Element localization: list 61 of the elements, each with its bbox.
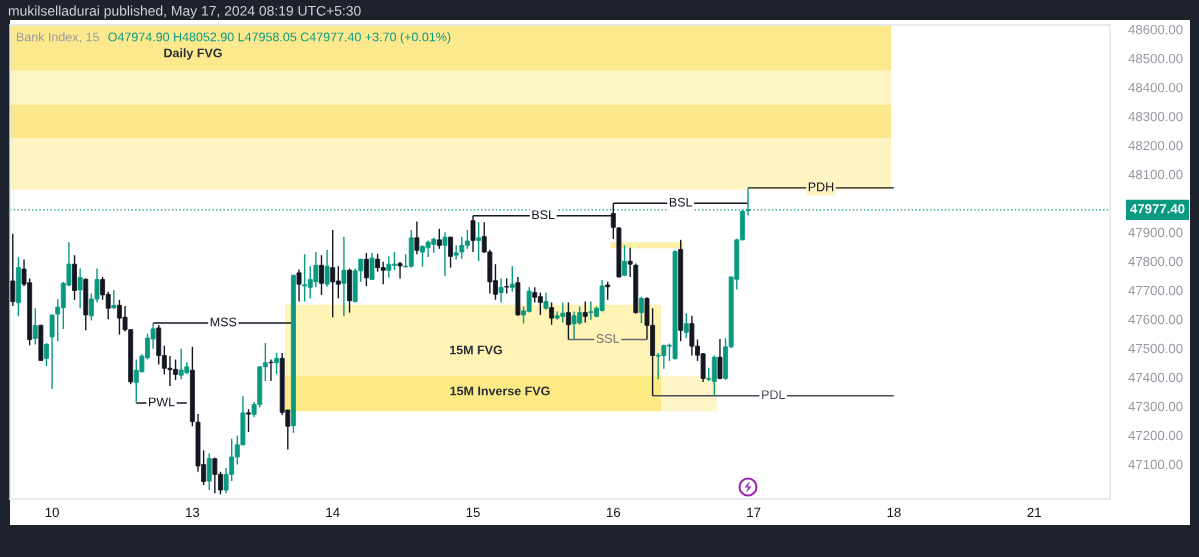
candlestick [324,248,330,288]
x-tick-label: 21 [1027,507,1041,517]
candlestick [717,338,723,380]
y-tick-label: 47300.00 [1128,401,1183,412]
candlestick [582,300,588,324]
candlestick [246,408,251,433]
y-tick-label: 47900.00 [1128,227,1183,238]
x-tick-label: 16 [606,507,621,518]
y-tick-label: 48400.00 [1128,82,1183,93]
y-tick-label: 47400.00 [1128,372,1183,383]
candlestick [10,233,16,307]
y-tick-label: 48600.00 [1128,24,1183,35]
x-tick-label: 18 [887,507,901,518]
candlestick [622,244,627,277]
y-tick-label: 48100.00 [1128,169,1183,180]
band-label: 15M FVG [450,345,502,355]
candlestick [448,235,453,269]
candlestick [442,231,448,277]
x-tick-label: 10 [45,507,59,518]
x-tick-label: 17 [747,507,761,517]
band-label: Daily FVG [164,48,222,60]
ref-line-label: 47977.40 [1130,204,1185,214]
candlestick [268,358,274,382]
chart-title: mukilselladurai published, May 17, 2024 08:19 UTC+5:30 [8,5,361,19]
candlestick [627,246,633,278]
candlestick [549,301,555,326]
candlestick [436,228,442,250]
candlestick [296,268,302,303]
y-tick-label: 47100.00 [1128,459,1183,470]
candlestick [111,289,117,310]
candlestick [32,307,38,346]
candlestick [77,267,83,309]
candlestick [206,452,212,491]
candlestick [274,352,280,376]
candlestick [638,295,644,324]
x-tick-label: 13 [186,507,200,518]
y-tick-label: 47500.00 [1128,343,1183,354]
y-tick-label: 47600.00 [1128,314,1183,325]
y-tick-label: 48300.00 [1128,111,1183,122]
band-label: 15M Inverse FVG [450,386,550,396]
y-tick-label: 47800.00 [1128,256,1183,267]
candlestick [414,220,420,256]
x-tick-label: 14 [326,507,340,517]
candlestick [369,252,375,281]
annotation: O47974.90 H48052.90 L47958.05 C47977.40 +3.70 (+0.01%) [108,32,451,44]
chart-subtitle: Bank Index, 15 [17,32,99,43]
candlestick [319,254,324,296]
y-tick-label: 48500.00 [1128,53,1183,64]
candlestick [509,265,515,293]
candlestick [565,301,571,341]
candlestick [498,277,504,304]
candlestick [476,221,482,262]
y-tick-label: 47700.00 [1128,285,1183,296]
x-tick-label: 15 [466,507,480,518]
candlestick [683,312,689,339]
candlestick [341,235,347,318]
y-tick-label: 47200.00 [1128,430,1183,441]
candlestick [363,252,369,287]
candlestick [44,342,49,367]
candlestick [397,261,403,280]
y-tick-label: 48200.00 [1128,140,1183,151]
